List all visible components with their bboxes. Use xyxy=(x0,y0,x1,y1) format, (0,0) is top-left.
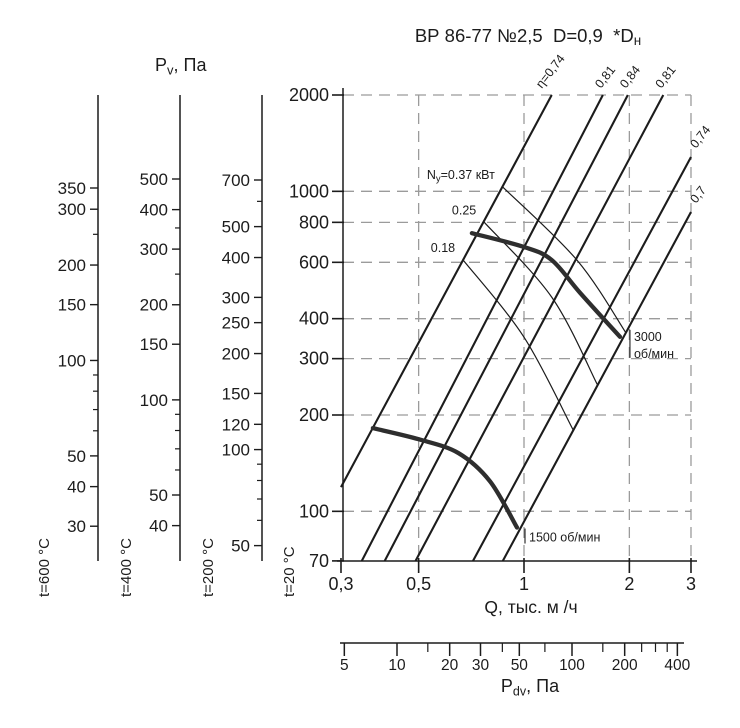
scale-tick-label: 350 xyxy=(58,179,86,198)
efficiency-label: 0,74 xyxy=(687,123,713,151)
scale-tick-label: 50 xyxy=(231,537,250,556)
pdv-tick-label: 20 xyxy=(441,657,459,674)
speed-curve xyxy=(469,231,623,339)
power-curve xyxy=(462,259,574,430)
scale-tick-label: 700 xyxy=(222,171,250,190)
scale-tick-label: 500 xyxy=(222,218,250,237)
efficiency-line xyxy=(414,94,665,562)
scale-tick-label: 150 xyxy=(140,335,168,354)
pressure-tick-label: 1000 xyxy=(289,181,329,201)
pressure-tick-label: 400 xyxy=(299,309,329,329)
scale-tick-label: 50 xyxy=(67,447,86,466)
speed-curve-label: 3000 xyxy=(634,330,662,344)
pdv-tick-label: 5 xyxy=(340,657,349,674)
scale-tick-label: 100 xyxy=(140,391,168,410)
scale-tick-label: 150 xyxy=(222,384,250,403)
scale-tick-label: 300 xyxy=(140,240,168,259)
pressure-tick-label: 70 xyxy=(309,551,329,571)
scale-tick-label: 50 xyxy=(149,486,168,505)
pressure-scale-400: 500 400 300 200 150 100 50 40 t=400 °C xyxy=(118,95,181,597)
flow-tick-label: 0,3 xyxy=(328,574,353,594)
efficiency-lines: η=0,74 0,810,84 0,810,740,7 xyxy=(340,52,713,562)
scale-tick-label: 300 xyxy=(222,288,250,307)
pdv-tick-label: 200 xyxy=(612,657,638,674)
scale-tick-label: 100 xyxy=(222,441,250,460)
scale-tick-label: 400 xyxy=(222,249,250,268)
pressure-tick-label: 800 xyxy=(299,212,329,232)
pressure-tick-label: 600 xyxy=(299,252,329,272)
scale-tick-label: 200 xyxy=(140,296,168,315)
flow-tick-label: 3 xyxy=(686,574,696,594)
pdv-tick-label: 30 xyxy=(472,657,490,674)
speed-curve-label: об/мин xyxy=(634,347,674,361)
pdv-tick-label: 10 xyxy=(388,657,406,674)
scale-tick-label: 400 xyxy=(140,201,168,220)
pdv-tick-label: 400 xyxy=(664,657,690,674)
temp-label: t=600 °C xyxy=(36,538,53,597)
efficiency-line xyxy=(360,94,604,562)
scale-tick-label: 40 xyxy=(67,478,86,497)
pressure-scale-200: 700 500 400 300 250 200 150 120 100 50 t=200 °C xyxy=(200,95,263,597)
pressure-tick-label: 100 xyxy=(299,501,329,521)
pdv-tick-label: 50 xyxy=(511,657,529,674)
speed-curves: 3000 об/мин 1500 об/мин xyxy=(370,231,674,545)
pressure-tick-label: 2000 xyxy=(289,85,329,105)
power-curve-label: 0.25 xyxy=(452,203,476,217)
efficiency-label: 0,81 xyxy=(653,63,679,91)
flow-tick-label: 2 xyxy=(624,574,634,594)
power-curve xyxy=(502,186,626,333)
pressure-tick-label: 300 xyxy=(299,349,329,369)
efficiency-line xyxy=(472,156,692,562)
efficiency-line xyxy=(501,211,692,562)
pdv-axis-title: Pdv, Па xyxy=(501,676,560,699)
power-curve-label: 0.18 xyxy=(431,241,455,255)
scale-tick-label: 200 xyxy=(222,345,250,364)
chart-title: ВР 86-77 №2,5 D=0,9 *Dн xyxy=(415,25,641,48)
temp-label: t=400 °C xyxy=(118,538,135,597)
scale-tick-label: 40 xyxy=(149,517,168,536)
efficiency-label: 0,84 xyxy=(617,63,643,91)
pdv-axis: 5 10 20 30 50 100 200 400 Pdv, Па xyxy=(340,642,691,699)
scale-tick-label: 100 xyxy=(58,351,86,370)
pdv-tick-label: 100 xyxy=(559,657,585,674)
efficiency-label: 0,81 xyxy=(592,63,618,91)
speed-curve-label: 1500 об/мин xyxy=(529,531,600,545)
main-axes: 2000 1000 800 600 400 300 200 100 70 0,3 0,5 1 2 3 t=2… xyxy=(281,85,697,597)
scale-tick-label: 250 xyxy=(222,314,250,333)
pressure-tick-label: 200 xyxy=(299,405,329,425)
efficiency-line xyxy=(383,94,629,562)
scale-tick-label: 150 xyxy=(58,296,86,315)
efficiency-label: η=0,74 xyxy=(533,52,568,91)
temp-label-t20: t=20 °C xyxy=(281,546,298,597)
scale-tick-label: 120 xyxy=(222,415,250,434)
efficiency-line xyxy=(340,94,553,488)
scale-tick-label: 30 xyxy=(67,517,86,536)
scale-tick-label: 200 xyxy=(58,256,86,275)
speed-curve xyxy=(370,425,520,530)
flow-tick-label: 1 xyxy=(519,574,529,594)
flow-tick-label: 0,5 xyxy=(406,574,431,594)
pressure-scale-600: 350 300 200 150 100 50 40 30 t=600 °C xyxy=(36,95,99,597)
scale-tick-label: 500 xyxy=(140,170,168,189)
pressure-scales-group: 350 300 200 150 100 50 40 30 t=600 °C 500 400 300 20… xyxy=(36,95,263,597)
power-curve-label: Nу=0.37 кВт xyxy=(427,168,495,185)
pv-axis-title: Pv, Па xyxy=(155,55,207,78)
scale-tick-label: 300 xyxy=(58,200,86,219)
temp-label: t=200 °C xyxy=(200,538,217,597)
x-axis-title: Q, тыс. м /ч xyxy=(484,597,577,617)
